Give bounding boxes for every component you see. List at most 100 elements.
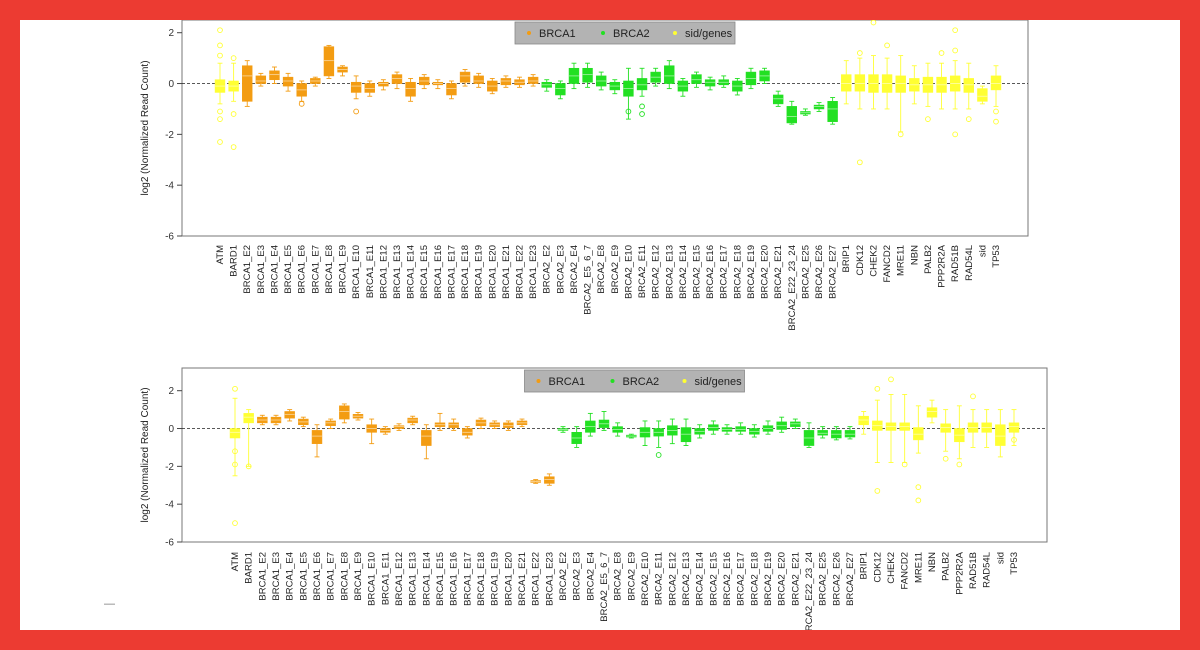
y-axis-title: log2 (Normalized Read Count) [140, 387, 151, 522]
x-tick-label: RAD51B [968, 552, 979, 589]
x-tick-label: TP53 [1009, 552, 1020, 575]
x-tick-label: BRCA2_E14 [678, 245, 689, 299]
box-BRCA1_E4 [269, 66, 280, 84]
box-body [990, 75, 1002, 91]
box-body [664, 65, 675, 84]
x-tick-label: BRCA1_E15 [419, 245, 430, 299]
x-tick-label: BARD1 [244, 552, 255, 584]
box-body [926, 407, 938, 418]
box-BRCA1_E3 [270, 414, 282, 426]
box-body [772, 94, 784, 105]
x-tick-label: BRCA1_E18 [476, 552, 487, 606]
x-tick-label: BRCA1_E16 [449, 552, 460, 606]
outlier-point [952, 131, 959, 138]
box-BRCA2_E17 [735, 422, 746, 435]
x-tick-label: BRCA2_E26 [831, 552, 842, 606]
x-tick-label: BRCA2_E4 [569, 245, 580, 294]
x-tick-label: BRCA2_E14 [695, 552, 706, 606]
box-body [378, 81, 389, 87]
x-tick-label: NBN [909, 245, 920, 265]
x-tick-label: BRCA2_E4 [585, 552, 596, 601]
x-tick-label: BRCA2_E5_6_7 [583, 245, 594, 315]
x-tick-label: BRCA1_E12 [378, 245, 389, 299]
x-tick-label: BRCA1_E18 [460, 245, 471, 299]
box-body [555, 83, 566, 96]
outlier-point [888, 376, 894, 383]
box-BRCA2_E10 [639, 420, 651, 446]
box-sid [977, 85, 988, 105]
box-body [1008, 422, 1020, 433]
x-tick-label: BRCA2_E19 [746, 245, 757, 299]
x-tick-label: BRCA2_E3 [555, 245, 566, 294]
x-tick-label: MRE11 [896, 245, 907, 276]
x-tick-label: BRCA2_E8 [596, 245, 607, 294]
legend-marker-BRCA2 [610, 379, 615, 383]
x-tick-label: BRCA2_E27 [828, 245, 839, 299]
x-tick-label: MRE11 [913, 552, 924, 583]
x-tick-label: BRCA1_E17 [462, 552, 473, 606]
box-body [364, 83, 375, 93]
box-BRCA1_E9 [337, 65, 348, 77]
x-tick-label: BRCA1_E7 [326, 552, 337, 601]
outlier-point [857, 50, 863, 56]
x-tick-label: BRCA1_E10 [367, 552, 378, 606]
box-body [827, 101, 838, 122]
box-BRCA2_E12 [667, 418, 678, 445]
box-MRE11 [913, 405, 924, 504]
box-BRIP1 [858, 411, 869, 435]
outlier-point [230, 144, 237, 150]
outlier-point [217, 27, 223, 34]
x-tick-label: CHEK2 [886, 552, 897, 584]
box-BRCA1_E12 [393, 423, 405, 431]
outlier-point [938, 50, 945, 56]
x-tick-label: NBN [927, 552, 938, 572]
box-BRCA2_E27 [844, 426, 856, 440]
box-PALB2 [940, 409, 951, 462]
x-tick-label: BRCA2_E5_6_7 [599, 552, 610, 622]
y-tick-label: -6 [165, 538, 174, 549]
x-tick-label: BRCA1_E16 [433, 245, 444, 299]
outlier-point [298, 101, 305, 107]
x-tick-label: BRCA2_E8 [613, 552, 624, 601]
x-tick-label: PALB2 [923, 245, 934, 274]
box-body [680, 427, 692, 443]
box-BRCA2_E19 [745, 67, 757, 90]
box-body [813, 104, 825, 110]
box-BRCA1_E23 [544, 473, 555, 486]
outlier-point [993, 108, 999, 115]
box-BRCA1_E7 [310, 76, 321, 87]
box-body [691, 74, 702, 84]
x-tick-label: BRCA1_E20 [503, 552, 514, 606]
x-tick-label: BRCA2_E25 [818, 552, 829, 606]
box-body [229, 428, 241, 439]
box-RAD54L [981, 409, 992, 448]
box-BRCA2_E4 [568, 62, 580, 90]
outlier-point [217, 52, 223, 59]
x-tick-label: BRCA2_E9 [626, 552, 637, 601]
y-tick-label: 2 [168, 28, 174, 39]
x-tick-label: BRCA1_E19 [474, 245, 485, 299]
x-tick-label: BRCA1_E8 [324, 245, 335, 294]
box-body [940, 423, 951, 433]
x-tick-label: BRCA1_E6 [297, 245, 308, 294]
box-CHEK2 [868, 20, 879, 110]
x-tick-label: BRCA2_E27 [845, 552, 856, 606]
x-tick-label: BRCA2_E15 [708, 552, 719, 606]
x-tick-label: BRCA1_E12 [394, 552, 405, 606]
legend-label: BRCA2 [623, 376, 660, 388]
box-BRCA1_E6 [311, 424, 323, 458]
box-MRE11 [895, 55, 906, 138]
box-BRCA2_E22_23_24 [803, 422, 815, 448]
legend-marker-sid-genes [682, 379, 687, 383]
x-tick-label: BRCA1_E10 [351, 245, 362, 299]
x-tick-label: PPP2R2A [954, 551, 965, 594]
box-BRCA1_E18 [459, 69, 471, 87]
x-tick-label: BRCA1_E5 [283, 245, 294, 294]
box-BRCA1_E13 [391, 71, 403, 90]
box-body [735, 426, 746, 432]
outlier-point [217, 116, 223, 122]
x-tick-label: BRCA2_E17 [719, 245, 730, 299]
outlier-point [230, 111, 237, 117]
